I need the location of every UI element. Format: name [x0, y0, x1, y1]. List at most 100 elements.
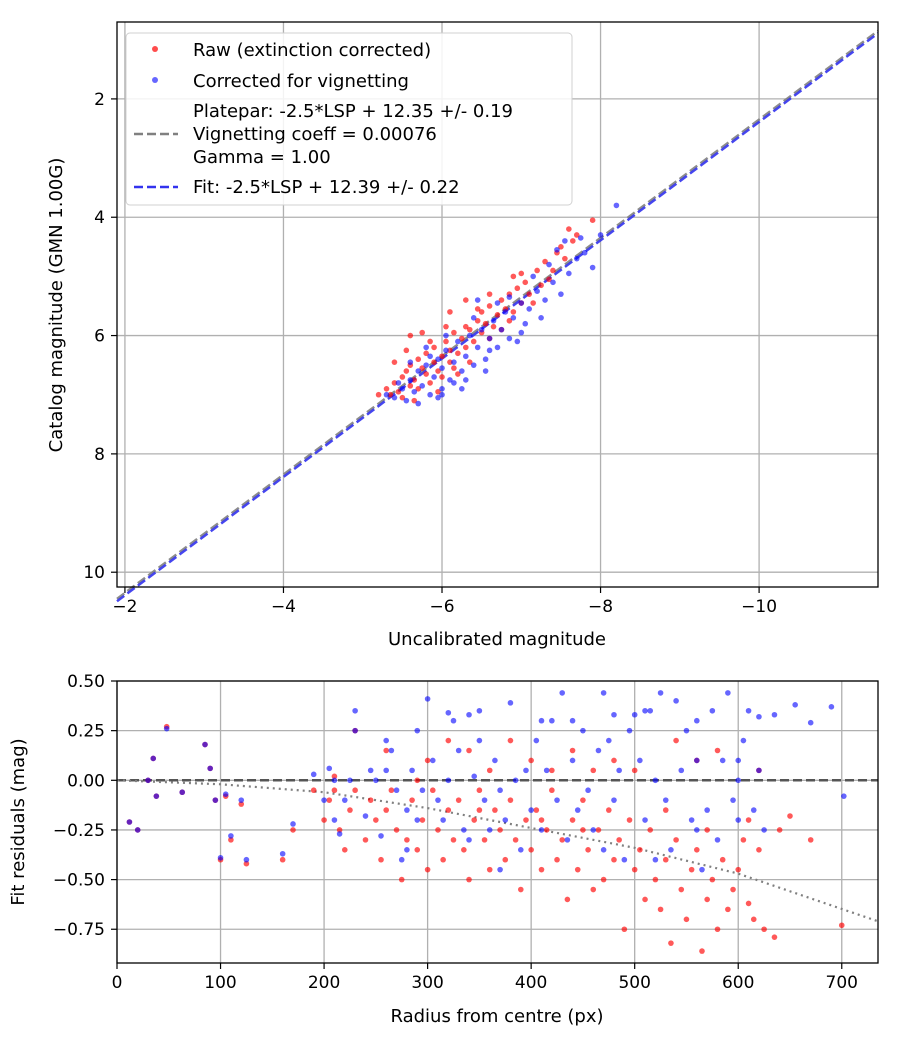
- bottom-corrected-point: [585, 787, 591, 794]
- top-corrected-point: [403, 397, 410, 404]
- bottom-corrected-point: [145, 777, 151, 784]
- top-raw-point: [423, 371, 429, 377]
- top-raw-point: [470, 338, 477, 345]
- bottom-x-axis-label: Radius from centre (px): [390, 1006, 603, 1027]
- bottom-scatter-points: [126, 690, 847, 954]
- top-raw-point: [466, 326, 473, 333]
- top-raw-point: [474, 317, 481, 324]
- bottom-corrected-point: [559, 690, 566, 696]
- bottom-reference-lines: [116, 779, 879, 923]
- bottom-corrected-point: [725, 690, 731, 696]
- bottom-corrected-point: [606, 737, 612, 744]
- bottom-raw-point: [668, 940, 674, 946]
- bottom-axes-frame: [116, 680, 879, 964]
- bottom-raw-point: [714, 926, 721, 933]
- legend-corrected-label: Corrected for vignetting: [193, 71, 409, 92]
- top-y-tick-label: 6: [94, 327, 105, 347]
- bottom-y-tick-label: 0.50: [67, 672, 105, 692]
- top-corrected-point: [451, 380, 457, 386]
- top-corrected-point: [526, 306, 533, 312]
- top-y-tick-label: 8: [94, 445, 105, 465]
- top-corrected-point: [538, 315, 544, 321]
- bottom-corrected-point: [611, 711, 617, 718]
- top-raw-point: [506, 317, 513, 324]
- top-raw-point: [407, 383, 414, 389]
- bottom-raw-point: [528, 847, 534, 853]
- top-corrected-point: [482, 368, 489, 374]
- top-raw-point: [447, 309, 453, 315]
- top-x-tick-label: −2: [112, 597, 137, 617]
- top-raw-point: [447, 347, 453, 354]
- top-raw-point: [435, 368, 441, 374]
- bottom-corrected-point: [476, 737, 483, 744]
- bottom-ticks: 0 100 200 300 400 500 600 700 0.50 0.25 0.00 −0.25 −…: [53, 672, 858, 993]
- bottom-raw-point: [616, 837, 622, 843]
- top-corrected-point: [459, 386, 465, 392]
- bottom-raw-point: [440, 856, 446, 863]
- bottom-raw-point: [730, 886, 736, 893]
- top-raw-point: [558, 244, 564, 250]
- top-raw-point: [486, 303, 493, 309]
- bottom-corrected-point: [621, 856, 628, 863]
- bottom-raw-point: [761, 926, 767, 933]
- bottom-raw-point: [631, 866, 638, 873]
- bottom-raw-point: [481, 837, 488, 843]
- bottom-raw-point: [580, 827, 586, 833]
- top-corrected-point: [423, 344, 429, 351]
- bottom-raw-point: [326, 797, 333, 803]
- bottom-corrected-point: [580, 727, 586, 734]
- bottom-raw-point: [471, 817, 478, 823]
- bottom-corrected-point: [163, 725, 170, 732]
- top-corrected-point: [486, 335, 493, 342]
- bottom-corrected-point: [486, 827, 493, 833]
- bottom-corrected-point: [461, 827, 467, 833]
- bottom-raw-point: [807, 837, 814, 843]
- bottom-raw-point: [367, 797, 374, 803]
- top-axes-frame: [116, 21, 879, 588]
- top-corrected-point: [546, 261, 552, 268]
- bottom-corrected-point: [841, 793, 847, 799]
- top-corrected-point: [506, 294, 513, 300]
- top-raw-point: [419, 329, 425, 336]
- bottom-raw-point: [398, 876, 405, 883]
- top-corrected-point: [530, 273, 536, 280]
- bottom-raw-point: [476, 807, 483, 813]
- top-raw-point: [451, 329, 457, 336]
- bottom-y-tick-label: 0.25: [67, 722, 105, 742]
- bottom-corrected-point: [378, 833, 384, 839]
- top-corrected-point: [490, 317, 497, 324]
- top-ticks: −2 −4 −6 −8 −10 2 4 6 8 10: [83, 90, 777, 617]
- bottom-x-tick-label: 0: [112, 973, 123, 993]
- bottom-raw-point: [486, 767, 493, 774]
- top-raw-point: [518, 270, 525, 277]
- top-raw-point: [482, 320, 489, 327]
- bottom-corrected-point: [512, 777, 519, 784]
- top-corrected-point: [466, 332, 473, 339]
- top-corrected-point: [411, 388, 418, 395]
- top-corrected-point: [573, 255, 580, 262]
- bottom-corrected-point: [279, 850, 286, 857]
- bottom-raw-point: [507, 797, 514, 803]
- bottom-corrected-point: [424, 696, 431, 702]
- bottom-corrected-point: [326, 765, 333, 772]
- bottom-corrected-point: [243, 856, 250, 863]
- bottom-raw-point: [466, 747, 472, 754]
- bottom-raw-point: [435, 827, 441, 833]
- legend-corrected-marker: [152, 77, 158, 83]
- bottom-corrected-point: [502, 817, 509, 823]
- top-corrected-point: [459, 368, 465, 374]
- bottom-raw-point: [725, 906, 731, 913]
- bottom-raw-point: [662, 856, 669, 863]
- bottom-y-tick-label: −0.75: [53, 920, 105, 940]
- bottom-corrected-point: [383, 737, 389, 744]
- bottom-corrected-point: [657, 690, 664, 696]
- top-x-tick-label: −4: [271, 597, 296, 617]
- bottom-raw-point: [549, 767, 555, 774]
- bottom-raw-point: [554, 856, 560, 863]
- bottom-raw-point: [383, 807, 389, 813]
- top-raw-point: [566, 226, 572, 232]
- legend-vignetting-label: Vignetting coeff = 0.00076: [193, 124, 437, 145]
- bottom-raw-point: [611, 856, 617, 863]
- bottom-corrected-point: [445, 709, 452, 716]
